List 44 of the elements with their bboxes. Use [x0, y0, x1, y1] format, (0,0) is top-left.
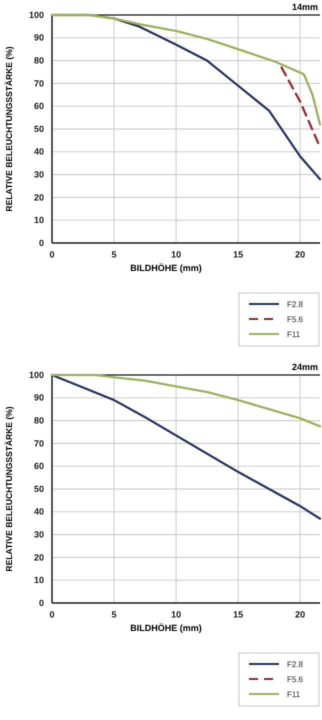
y-tick-label: 60 [34, 461, 44, 472]
y-tick-label: 100 [28, 10, 44, 20]
x-axis-title: BILDHÖHE (mm) [130, 263, 202, 273]
x-tick-label: 5 [112, 249, 117, 260]
y-tick-label: 40 [34, 146, 44, 157]
x-tick-label: 15 [233, 249, 244, 260]
y-tick-label: 20 [34, 192, 44, 202]
chart-title: 14mm [292, 2, 318, 12]
x-tick-label: 15 [233, 609, 244, 620]
legend-label: F11 [287, 330, 301, 339]
legend-label: F2.8 [287, 660, 304, 669]
x-tick-label: 10 [171, 609, 182, 620]
y-tick-label: 100 [28, 370, 44, 380]
y-tick-label: 70 [34, 438, 44, 448]
y-axis-title: RELATIVE BELEUCHTUNGSSTÄRKE (%) [4, 46, 14, 212]
x-tick-label: 0 [49, 609, 55, 620]
y-tick-label: 0 [38, 238, 44, 248]
y-tick-label: 90 [34, 392, 44, 403]
y-tick-label: 80 [34, 415, 44, 426]
y-tick-label: 40 [34, 506, 44, 517]
y-tick-label: 60 [34, 101, 44, 112]
x-tick-label: 0 [49, 249, 55, 260]
x-axis-title: BILDHÖHE (mm) [130, 623, 202, 633]
y-tick-label: 90 [34, 32, 44, 43]
y-tick-label: 30 [34, 169, 44, 180]
y-tick-label: 10 [34, 215, 44, 226]
y-tick-label: 50 [34, 124, 44, 134]
y-tick-label: 10 [34, 575, 44, 586]
legend-label: F5.6 [287, 315, 304, 324]
legend-label: F2.8 [287, 300, 304, 309]
x-tick-label: 5 [112, 609, 117, 620]
y-tick-label: 70 [34, 78, 44, 88]
chart-title: 24mm [292, 362, 318, 372]
legend-label: F11 [287, 690, 301, 699]
y-tick-label: 0 [38, 598, 44, 608]
x-tick-label: 20 [295, 609, 306, 620]
y-tick-label: 50 [34, 484, 44, 494]
x-tick-label: 20 [295, 249, 306, 260]
y-tick-label: 20 [34, 552, 44, 562]
y-tick-label: 30 [34, 529, 44, 540]
y-tick-label: 80 [34, 55, 44, 66]
x-tick-label: 10 [171, 249, 182, 260]
y-axis-title: RELATIVE BELEUCHTUNGSSTÄRKE (%) [4, 406, 14, 572]
legend-label: F5.6 [287, 675, 304, 684]
